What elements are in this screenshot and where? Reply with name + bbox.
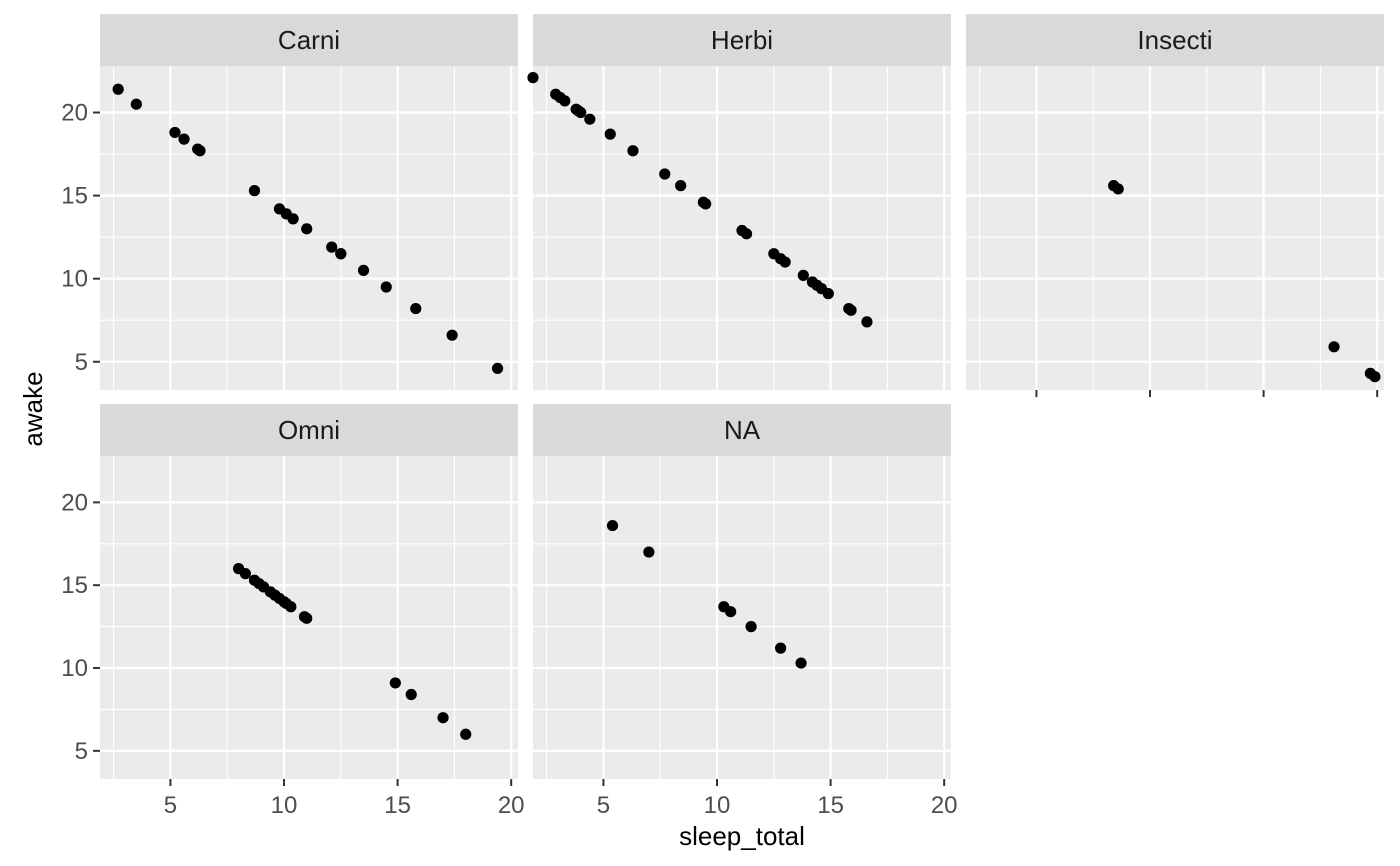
data-point [380,281,392,293]
y-tick-label: 5 [75,349,88,376]
facet-strip-label: Omni [278,415,340,445]
data-point [491,362,504,374]
axes: 5 10 15 20 5 10 15 20 5 10 15 20 5 10 15 20 [61,100,1379,819]
data-point [248,185,261,197]
x-tick-label: 5 [164,792,177,819]
data-point [301,223,313,235]
facet-strip-carni [100,14,518,66]
y-tick-label: 15 [61,183,88,210]
x-tick-label: 20 [931,792,958,819]
x-tick-label: 5 [597,792,610,819]
y-tick-label: 20 [61,489,88,516]
facet-strip-herbi [533,14,951,66]
data-point [239,568,251,580]
data-point [775,642,787,654]
data-point [584,113,596,125]
data-point [460,728,472,740]
data-point [861,316,873,328]
data-point [446,329,458,341]
data-point [301,612,313,624]
data-point [845,304,857,316]
data-point [779,256,791,268]
data-point [559,95,571,107]
facet-insecti: Insecti [966,14,1384,390]
data-point [795,657,807,669]
y-tick-label: 5 [75,738,88,765]
data-point [643,546,655,558]
data-point [410,302,422,315]
panel-background [966,66,1384,390]
x-axis-title: sleep_total [679,821,805,851]
data-point [822,288,834,300]
data-point [797,269,809,281]
data-point [1369,371,1381,383]
facet-na: NA [533,404,951,779]
facet-strip-omni [100,404,518,456]
data-point [1112,183,1124,195]
data-point [527,72,539,84]
data-point [675,180,687,192]
panel-background [533,456,951,779]
data-point [285,601,297,613]
data-point [745,621,757,633]
facet-omni: Omni [100,404,518,779]
x-tick-label: 10 [704,792,731,819]
facet-strip-label: NA [724,415,761,445]
data-point [575,106,587,119]
facet-strip-na [533,404,951,456]
x-tick-label: 15 [384,792,411,819]
data-point [437,712,449,724]
x-tick-label: 10 [271,792,298,819]
data-point [326,241,338,253]
y-tick-label: 15 [61,572,88,599]
data-point [700,198,712,210]
y-tick-label: 10 [61,266,88,293]
facet-panels: Carni Herbi Insecti Omni NA [100,14,1384,779]
data-point [335,248,347,260]
data-point [627,145,639,157]
facet-herbi: Herbi [527,14,951,390]
y-tick-label: 20 [61,100,88,127]
data-point [604,128,616,140]
facet-strip-label: Carni [278,25,340,55]
data-point [1328,341,1340,353]
data-point [178,133,190,145]
data-point [112,83,124,95]
x-tick-label: 20 [498,792,525,819]
data-point [606,519,619,532]
data-point [357,264,370,276]
facet-strip-label: Insecti [1137,25,1212,55]
data-point [169,126,181,139]
data-point [659,168,671,180]
data-point [130,98,142,110]
data-point [405,688,417,701]
data-point [287,213,299,225]
data-point [194,145,206,157]
y-axis-title: awake [18,371,48,446]
facet-strip-insecti [966,14,1384,66]
facet-strip-label: Herbi [711,25,773,55]
data-point [740,228,753,240]
data-point [389,677,401,689]
data-point [725,606,737,618]
y-tick-label: 10 [61,655,88,682]
x-tick-label: 15 [817,792,844,819]
facet-carni: Carni [100,14,518,390]
